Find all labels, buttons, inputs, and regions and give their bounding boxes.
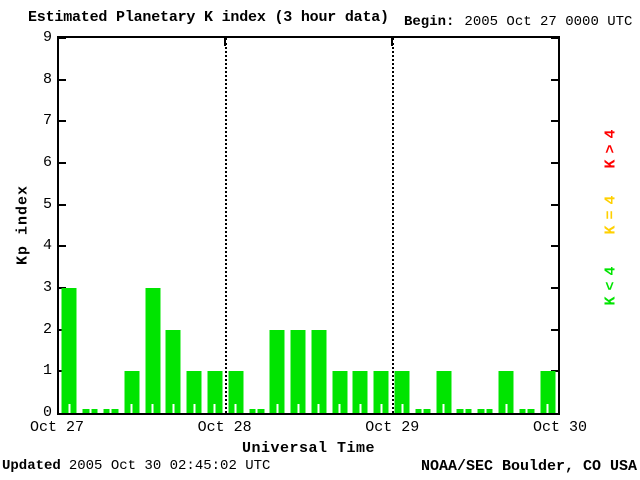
bar-base-tick	[234, 404, 237, 413]
y-axis-tick	[551, 37, 558, 39]
y-axis-tick	[59, 120, 66, 123]
y-tick-label: 1	[42, 362, 52, 380]
legend-item-k-eq-4: K=4	[602, 189, 620, 235]
kp-bar	[61, 288, 77, 413]
y-axis-tick	[551, 328, 558, 331]
top-axis-tick	[390, 38, 393, 46]
y-axis-tick	[551, 162, 558, 164]
y-axis-tick	[551, 203, 558, 206]
bar-base-tick	[546, 404, 549, 413]
updated-text: Updated 2005 Oct 30 02:45:02 UTC	[2, 458, 270, 474]
kp-bar	[228, 371, 244, 413]
y-axis-tick	[551, 120, 558, 123]
y-axis-tick	[59, 203, 66, 206]
legend-item-k-lt-4: K<4	[602, 260, 620, 306]
legend-item-k-gt-4: K>4	[602, 123, 620, 169]
bar-base-tick	[463, 409, 466, 413]
day-separator-line	[225, 38, 228, 413]
y-axis-tick	[59, 162, 66, 164]
kp-bar	[186, 371, 202, 413]
y-tick-label: 3	[42, 279, 52, 296]
y-axis-tick	[59, 245, 66, 248]
y-tick-label: 8	[42, 70, 52, 88]
begin-group: Begin: 2005 Oct 27 0000 UTC	[404, 14, 632, 30]
bar-base-tick	[442, 404, 445, 413]
kp-bar	[269, 329, 285, 413]
bar-base-tick	[68, 404, 71, 413]
bar-base-tick	[276, 404, 279, 413]
bar-base-tick	[297, 404, 300, 413]
y-tick-label: 5	[42, 195, 52, 213]
begin-value: 2005 Oct 27 0000 UTC	[464, 14, 633, 30]
kp-bar	[290, 329, 306, 413]
begin-label: Begin:	[404, 14, 455, 30]
bar-base-tick	[255, 409, 258, 413]
y-tick-label: 6	[42, 154, 52, 171]
credit-text: NOAA/SEC Boulder, CO USA	[420, 458, 637, 475]
kp-bar	[477, 409, 493, 413]
y-axis-tick	[551, 245, 558, 248]
plot-frame	[57, 36, 560, 415]
bar-base-tick	[380, 404, 383, 413]
y-axis-tick	[59, 78, 66, 81]
kp-bar	[415, 409, 431, 413]
y-axis-tick	[551, 78, 558, 81]
x-tick-label: Oct 27	[29, 419, 84, 436]
kp-bar	[165, 329, 181, 413]
kp-bar	[145, 288, 161, 413]
kp-bar	[311, 329, 327, 413]
bar-base-tick	[172, 404, 175, 413]
bar-base-tick	[213, 404, 216, 413]
chart-title: Estimated Planetary K index (3 hour data…	[28, 9, 389, 26]
y-tick-label: 9	[42, 29, 52, 46]
top-axis-tick	[224, 38, 227, 46]
x-axis-title: Universal Time	[241, 440, 376, 457]
bar-base-tick	[338, 404, 341, 413]
kp-bar	[373, 371, 389, 413]
bar-base-tick	[193, 404, 196, 413]
y-axis-tick	[551, 287, 558, 289]
kp-bar	[207, 371, 223, 413]
bar-base-tick	[484, 409, 487, 413]
bar-base-tick	[151, 404, 154, 413]
x-tick-label: Oct 30	[532, 419, 587, 436]
kp-bar	[352, 371, 368, 413]
updated-value: 2005 Oct 30 02:45:02 UTC	[68, 458, 271, 474]
bar-base-tick	[130, 404, 133, 413]
kp-bar	[519, 409, 535, 413]
kp-bar	[124, 371, 140, 413]
kp-bar	[436, 371, 452, 413]
updated-label: Updated	[2, 458, 61, 474]
y-tick-label: 0	[42, 404, 52, 421]
bar-base-tick	[109, 409, 112, 413]
kp-bar	[82, 409, 98, 413]
y-axis-tick	[59, 37, 66, 39]
kp-bar	[394, 371, 410, 413]
bar-base-tick	[505, 404, 508, 413]
bar-base-tick	[525, 409, 528, 413]
x-tick-label: Oct 28	[197, 419, 252, 436]
kp-bar	[540, 371, 556, 413]
y-tick-label: 7	[42, 112, 52, 130]
x-tick-label: Oct 29	[365, 419, 420, 436]
bar-base-tick	[421, 409, 424, 413]
bar-base-tick	[89, 409, 92, 413]
y-tick-label: 2	[42, 320, 52, 338]
bar-base-tick	[317, 404, 320, 413]
kp-bar	[249, 409, 265, 413]
kp-bar	[103, 409, 119, 413]
day-separator-line	[391, 38, 394, 413]
bar-base-tick	[401, 404, 404, 413]
kp-bar	[332, 371, 348, 413]
y-tick-label: 4	[42, 237, 52, 255]
kp-bar	[498, 371, 514, 413]
plot-area	[59, 37, 558, 413]
kp-bar	[456, 409, 472, 413]
bar-base-tick	[359, 404, 362, 413]
